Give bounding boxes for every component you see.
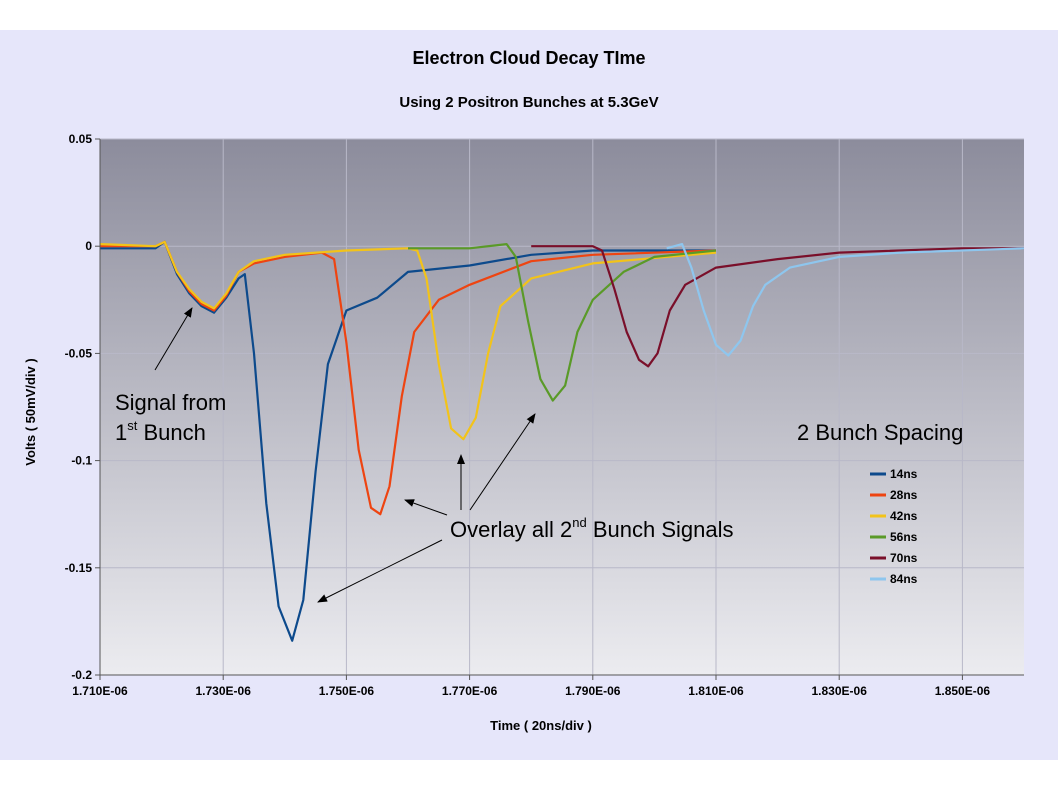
legend-label-14ns: 14ns bbox=[890, 467, 918, 481]
x-tick-label: 1.810E-06 bbox=[688, 684, 744, 698]
x-tick-label: 1.770E-06 bbox=[442, 684, 498, 698]
annotation-arrows bbox=[154, 307, 536, 603]
y-tick-label: 0 bbox=[85, 239, 92, 253]
x-tick-label: 1.710E-06 bbox=[72, 684, 128, 698]
series-line-56ns bbox=[408, 243, 717, 402]
legend-title: 2 Bunch Spacing bbox=[797, 420, 963, 445]
x-tick-labels: 1.710E-06 1.730E-06 1.750E-06 1.770E-06 1.79… bbox=[72, 675, 990, 698]
series-line-42ns bbox=[99, 240, 717, 441]
series-line-28ns bbox=[100, 240, 717, 516]
legend-label-42ns: 42ns bbox=[890, 509, 918, 523]
annotation-first-bunch-line1: Signal from bbox=[115, 390, 226, 415]
arrow-first-bunch bbox=[154, 307, 193, 371]
legend-label-84ns: 84ns bbox=[890, 572, 918, 586]
series-line-70ns bbox=[531, 245, 1024, 368]
series-line-84ns bbox=[666, 243, 1025, 357]
x-tick-label: 1.830E-06 bbox=[812, 684, 868, 698]
arrow-overlay-56ns bbox=[469, 413, 536, 511]
y-tick-label: -0.05 bbox=[65, 346, 93, 360]
legend-label-70ns: 70ns bbox=[890, 551, 918, 565]
x-tick-label: 1.790E-06 bbox=[565, 684, 621, 698]
x-axis-title: Time ( 20ns/div ) bbox=[490, 718, 592, 733]
x-tick-label: 1.850E-06 bbox=[935, 684, 991, 698]
series-line-14ns bbox=[100, 240, 716, 642]
legend-label-28ns: 28ns bbox=[890, 488, 918, 502]
chart-title: Electron Cloud Decay TIme bbox=[412, 48, 645, 68]
arrow-overlay-28ns bbox=[404, 499, 448, 516]
x-tick-label: 1.750E-06 bbox=[319, 684, 375, 698]
y-tick-labels: 0.05 0 -0.05 -0.1 -0.15 -0.2 bbox=[65, 132, 100, 682]
y-tick-label: -0.2 bbox=[71, 668, 92, 682]
y-tick-label: 0.05 bbox=[69, 132, 93, 146]
x-tick-label: 1.730E-06 bbox=[196, 684, 252, 698]
legend-label-56ns: 56ns bbox=[890, 530, 918, 544]
plot-area bbox=[100, 139, 1024, 675]
annotation-overlay: Overlay all 2nd Bunch Signals bbox=[450, 515, 734, 542]
series-lines bbox=[99, 240, 1025, 642]
arrow-overlay-14ns bbox=[317, 539, 443, 603]
y-axis-title: Volts ( 50mV/div ) bbox=[23, 358, 38, 465]
chart-subtitle: Using 2 Positron Bunches at 5.3GeV bbox=[399, 94, 658, 111]
y-tick-label: -0.15 bbox=[65, 561, 93, 575]
annotation-first-bunch-line2: 1st Bunch bbox=[115, 418, 206, 445]
legend: 14ns 28ns 42ns 56ns 70ns 84ns bbox=[870, 467, 918, 586]
y-tick-label: -0.1 bbox=[71, 454, 92, 468]
